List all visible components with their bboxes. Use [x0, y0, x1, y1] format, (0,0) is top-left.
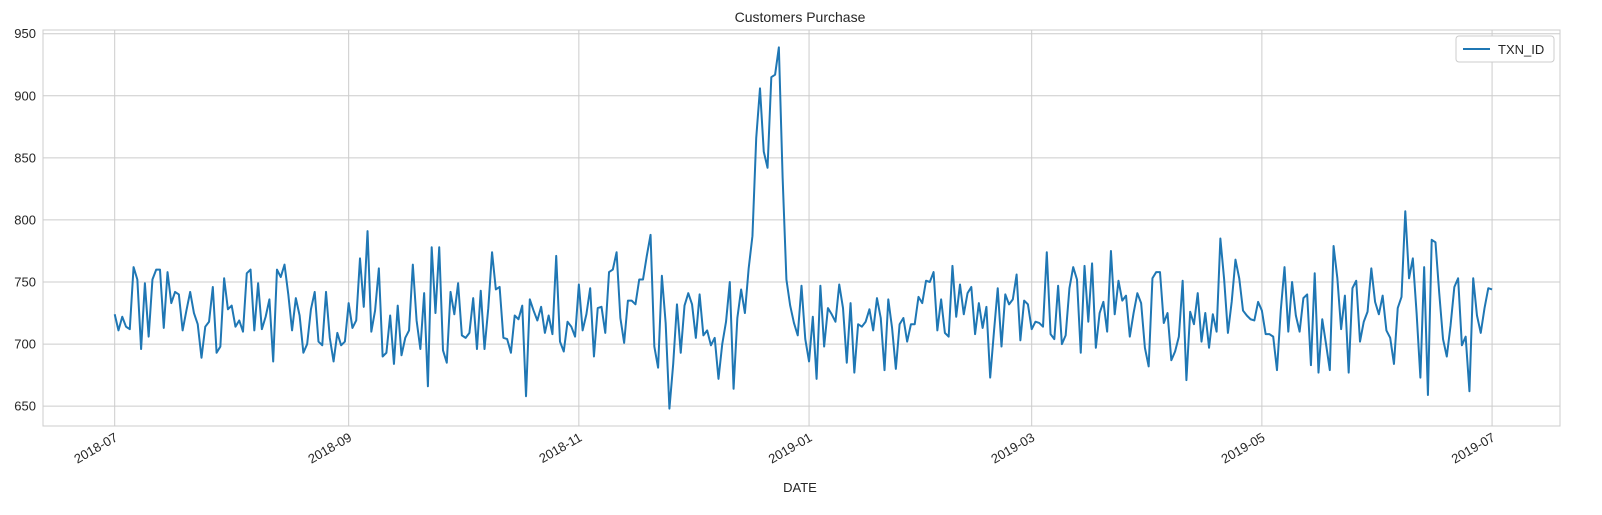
- chart-title: Customers Purchase: [735, 9, 866, 25]
- x-tick-label: 2019-07: [1449, 430, 1498, 467]
- x-axis-label: DATE: [783, 480, 817, 495]
- y-tick-label: 650: [14, 399, 36, 414]
- grid-lines: [43, 30, 1560, 426]
- x-tick-label: 2018-07: [71, 430, 120, 467]
- y-tick-label: 900: [14, 88, 36, 103]
- x-tick-label: 2018-11: [536, 430, 584, 466]
- legend-box: [1455, 35, 1555, 63]
- legend: TXN_ID: [1455, 35, 1555, 63]
- legend-label: TXN_ID: [1498, 42, 1544, 57]
- y-tick-label: 950: [14, 26, 36, 41]
- x-tick-label: 2019-05: [1219, 430, 1268, 467]
- plot-area: [42, 29, 1561, 427]
- x-tick-label: 2018-09: [305, 430, 354, 467]
- x-tick-label: 2019-03: [988, 430, 1037, 467]
- y-tick-label: 800: [14, 212, 36, 227]
- x-axis-ticks: 2018-07 2018-09 2018-11 2019-01 2019-03 2019-…: [71, 430, 1497, 467]
- y-tick-label: 700: [14, 337, 36, 352]
- y-tick-label: 750: [14, 275, 36, 290]
- series-line-txn-id: [113, 46, 1493, 410]
- y-axis-ticks: 650 700 750 800 850 900 950: [14, 26, 36, 413]
- y-tick-label: 850: [14, 150, 36, 165]
- x-tick-label: 2019-01: [766, 430, 815, 467]
